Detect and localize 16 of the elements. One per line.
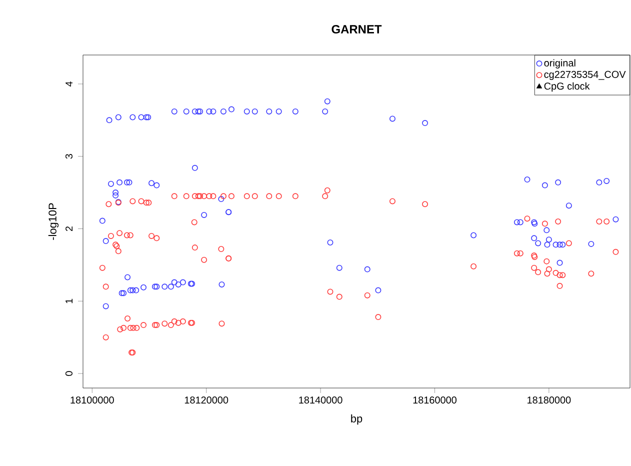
x-axis-title: bp <box>351 414 362 425</box>
chart-title: GARNET <box>332 25 382 34</box>
x-tick-label: 18140000 <box>299 396 342 404</box>
y-tick-label: 1 <box>66 298 72 304</box>
y-axis-title: -log10P <box>48 203 59 240</box>
x-tick-label: 18160000 <box>413 396 456 404</box>
x-tick-label: 18100000 <box>70 396 114 404</box>
legend-label: CpG clock <box>544 82 590 92</box>
x-tick-label: 18180000 <box>528 396 571 404</box>
y-tick-label: 2 <box>66 226 72 232</box>
legend-label: original <box>544 59 576 68</box>
y-tick-label: 0 <box>65 371 72 376</box>
x-tick-label: 18120000 <box>184 396 228 404</box>
y-tick-label: 3 <box>65 154 72 159</box>
legend-label: cg22735354_COV <box>544 70 626 80</box>
y-tick-label: 4 <box>66 81 72 86</box>
